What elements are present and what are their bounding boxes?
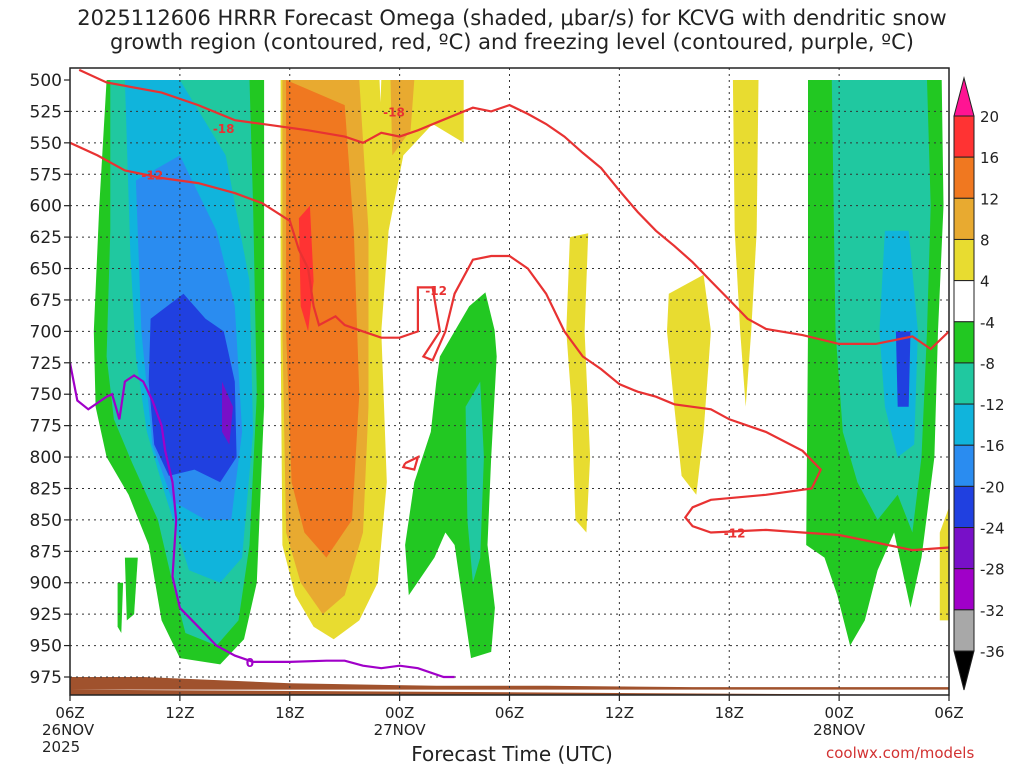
y-tick-label-750: 750 (30, 385, 62, 405)
freezing-level-line (70, 362, 455, 679)
contours: -18 -18 -12 -12 -12 0 (70, 68, 949, 679)
colorbar-label--8: -8 (980, 355, 995, 373)
rising-band-28nov-blue (895, 331, 911, 407)
colorbar-swatch-7 (953, 403, 975, 446)
colorbar-label-12: 12 (980, 190, 999, 208)
sinking-light-27nov-am (566, 233, 591, 533)
rising-core-purple (222, 381, 233, 445)
x-tick-label-0-1: 26NOV (42, 721, 95, 739)
colorbar-swatch-0 (953, 115, 975, 158)
title-line-1: 2025112606 HRRR Forecast Omega (shaded, … (77, 6, 947, 30)
y-tick-label-700: 700 (30, 322, 62, 342)
colorbar-label-8: 8 (980, 231, 990, 249)
colorbar-swatch-9 (953, 485, 975, 529)
colorbar-label--4: -4 (980, 314, 995, 332)
contour-label-minus-18-a: -18 (213, 122, 235, 136)
y-tick-label-850: 850 (30, 511, 62, 531)
colorbar-label--28: -28 (980, 561, 1005, 579)
y-tick-label-875: 875 (30, 542, 62, 562)
y-tick-label-500: 500 (30, 71, 62, 91)
colorbar-label-16: 16 (980, 149, 999, 167)
title-line-2: growth region (contoured, red, ºC) and f… (110, 30, 914, 54)
x-tick-label-36-0: 18Z (715, 704, 744, 722)
x-tick-label-18-0: 00Z (385, 704, 414, 722)
x-tick-label-48-0: 06Z (934, 704, 963, 722)
y-tick-label-950: 950 (30, 637, 62, 657)
x-tick-label-6-0: 12Z (165, 704, 194, 722)
strongest-rising-26nov (148, 293, 237, 483)
y-tick-label-625: 625 (30, 228, 62, 248)
colorbar-label--32: -32 (980, 602, 1005, 620)
x-tick-label-24-0: 06Z (495, 704, 524, 722)
x-tick-label-0-0: 06Z (55, 704, 84, 722)
y-tick-label-575: 575 (30, 165, 62, 185)
axes: 500 525 550 575 600 625 650 675 700 725 750 775 800 8… (30, 67, 964, 756)
x-tick-label-18-1: 27NOV (374, 721, 427, 739)
colorbar-label-4: 4 (980, 273, 990, 291)
credit-text: coolwx.com/models (826, 744, 975, 762)
colorbar-swatch-4 (953, 280, 975, 323)
colorbar-label-20: 20 (980, 108, 999, 126)
x-axis-label: Forecast Time (UTC) (411, 742, 613, 766)
x-tick-label-30-0: 12Z (605, 704, 634, 722)
colorbar-swatch-12 (953, 609, 975, 652)
sinking-light-27nov-pm (667, 274, 711, 495)
y-tick-label-900: 900 (30, 574, 62, 594)
gridlines (70, 68, 949, 695)
x-tick-label-12-0: 18Z (275, 704, 304, 722)
y-tick-label-675: 675 (30, 291, 62, 311)
colorbar-swatch-1 (953, 156, 975, 199)
colorbar-swatch-8 (953, 444, 975, 487)
contour-minus-18-line (78, 68, 949, 351)
y-tick-label-600: 600 (30, 197, 62, 217)
y-tick-label-650: 650 (30, 260, 62, 280)
x-tick-label-42-0: 00Z (824, 704, 853, 722)
colorbar-top-arrow (953, 76, 975, 117)
colorbar-label--20: -20 (980, 478, 1005, 496)
contour-minus-12-closed (401, 455, 420, 471)
contour-label-minus-12-a: -12 (141, 168, 163, 182)
y-tick-label-725: 725 (30, 354, 62, 374)
colorbar-swatch-6 (953, 362, 975, 405)
colorbar-label--12: -12 (980, 396, 1005, 414)
rising-tiny-green (117, 582, 124, 633)
y-tick-label-925: 925 (30, 605, 62, 625)
contour-label-freezing: 0 (246, 656, 254, 670)
colorbar-swatch-3 (953, 238, 975, 282)
chart-title: 2025112606 HRRR Forecast Omega (shaded, … (0, 6, 1024, 54)
colorbar-label--16: -16 (980, 437, 1005, 455)
neutral-gap (469, 130, 521, 407)
sinking-band-26nov-orange (286, 80, 360, 558)
sinking-core-red (298, 205, 314, 332)
x-tick-label-42-1: 28NOV (813, 721, 866, 739)
colorbar-swatch-11 (953, 568, 975, 611)
sinking-tail-28nov (939, 507, 949, 621)
colorbar-swatch-2 (953, 197, 975, 240)
sinking-light-27nov-pm2 (732, 80, 759, 407)
colorbar-label--36: -36 (980, 643, 1005, 661)
colorbar: 20 16 12 8 4 -4 -8 -12 -16 -20 -24 -28 -32 -36 (953, 76, 1005, 691)
y-tick-label-550: 550 (30, 134, 62, 154)
rising-band-27nov-teal (465, 381, 484, 583)
y-tick-label-975: 975 (30, 668, 62, 688)
rising-small-green (124, 557, 138, 621)
colorbar-swatch-10 (953, 527, 975, 570)
y-tick-label-825: 825 (30, 479, 62, 499)
y-tick-label-775: 775 (30, 417, 62, 437)
contour-label-minus-18-b: -18 (383, 105, 405, 119)
contour-minus-12-line (70, 141, 949, 552)
contour-label-minus-12-b: -12 (425, 284, 447, 298)
contour-label-minus-12-c: -12 (724, 526, 746, 540)
colorbar-swatch-5 (953, 321, 975, 364)
colorbar-label--24: -24 (980, 520, 1005, 538)
x-tick-label-0-2: 2025 (42, 738, 80, 756)
y-tick-label-800: 800 (30, 448, 62, 468)
y-tick-label-525: 525 (30, 102, 62, 122)
colorbar-bottom-arrow (953, 650, 975, 691)
